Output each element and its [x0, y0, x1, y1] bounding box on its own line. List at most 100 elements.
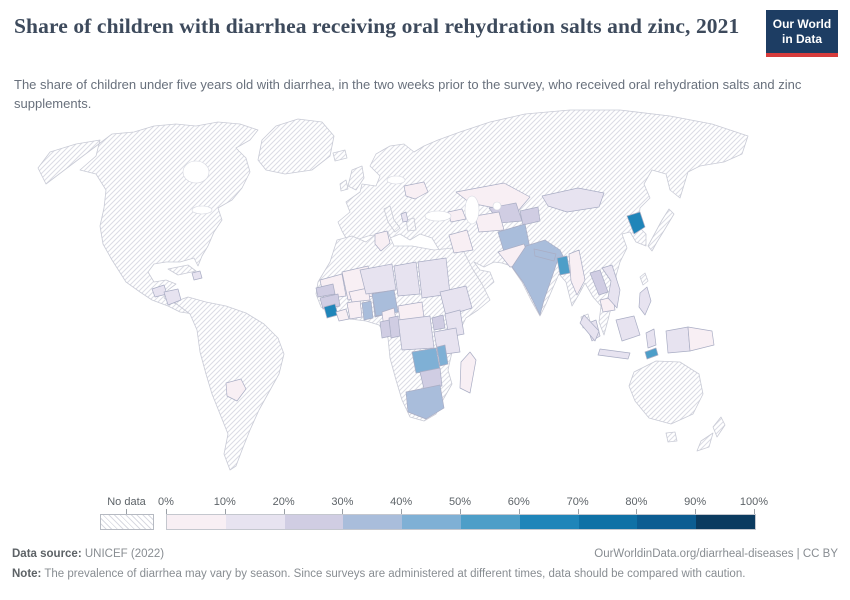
landmass-tasmania[interactable]: [665, 431, 678, 443]
country-tunisia[interactable]: [374, 230, 391, 252]
country-mongolia[interactable]: [541, 187, 605, 213]
landmass-iceland[interactable]: [332, 149, 348, 162]
country-malawi[interactable]: [436, 344, 449, 367]
legend-bucket-70-80[interactable]: [578, 515, 638, 529]
country-honduras[interactable]: [163, 288, 182, 306]
legend-bucket-90-100[interactable]: [696, 515, 755, 529]
legend-bucket-30-40[interactable]: [343, 515, 403, 529]
note-label: Note:: [12, 568, 42, 580]
landmass-ireland[interactable]: [339, 179, 349, 192]
landmass-taiwan[interactable]: [639, 272, 649, 286]
hudson-bay: [182, 160, 210, 184]
country-paraguay[interactable]: [225, 378, 247, 402]
country-niger[interactable]: [359, 263, 397, 295]
country-timor-leste[interactable]: [644, 347, 659, 360]
country-tajikistan[interactable]: [519, 206, 541, 226]
legend-tick-mark: [636, 509, 638, 514]
country-senegal[interactable]: [315, 283, 336, 298]
legend-bucket-60-70[interactable]: [519, 515, 579, 529]
legend-tick-label: 40%: [390, 496, 413, 508]
country-north-korea[interactable]: [626, 211, 646, 235]
data-source-line: Data source: UNICEF (2022): [12, 548, 164, 560]
country-nepal[interactable]: [533, 248, 557, 262]
legend-bucket-40-50[interactable]: [402, 515, 461, 529]
owid-url-link[interactable]: OurWorldinData.org/diarrheal-diseases | …: [594, 548, 838, 560]
country-uganda[interactable]: [431, 314, 446, 331]
country-myanmar[interactable]: [568, 249, 586, 296]
owid-logo-line1: Our World: [772, 17, 832, 31]
legend-tick-mark: [401, 509, 403, 514]
owid-logo-line2: in Data: [781, 32, 822, 46]
landmass-japan[interactable]: [647, 208, 675, 252]
country-liberia[interactable]: [335, 308, 350, 322]
country-belarus[interactable]: [403, 181, 429, 200]
legend-tick-mark: [518, 509, 520, 514]
legend-tick-label: 10%: [213, 496, 236, 508]
landmass-greece[interactable]: [405, 217, 417, 232]
country-iraq[interactable]: [448, 229, 474, 254]
legend-tick-mark: [754, 509, 755, 514]
caspian-sea: [464, 195, 480, 225]
landmass-cuba[interactable]: [167, 264, 197, 276]
country-indonesia-borneo[interactable]: [615, 315, 641, 342]
landmass-italy[interactable]: [383, 205, 401, 233]
legend-tick-mark: [695, 509, 697, 514]
legend-tick-label: 100%: [739, 496, 769, 508]
country-sierra-leone[interactable]: [323, 303, 339, 319]
legend-no-data-label: No data: [107, 496, 146, 508]
country-dr-congo[interactable]: [397, 315, 435, 351]
country-south-africa[interactable]: [405, 384, 445, 420]
country-philippines[interactable]: [638, 286, 652, 316]
page-subtitle: The share of children under five years o…: [14, 77, 802, 111]
legend-bucket-50-60[interactable]: [460, 515, 520, 529]
legend-tick-mark: [577, 509, 579, 514]
country-gabon[interactable]: [379, 319, 392, 339]
landmass-greenland[interactable]: [257, 118, 335, 175]
country-indonesia-java[interactable]: [597, 348, 631, 360]
country-madagascar[interactable]: [459, 351, 477, 394]
country-cote-divoire[interactable]: [346, 299, 363, 320]
country-haiti[interactable]: [191, 270, 203, 281]
country-ghana[interactable]: [361, 300, 374, 321]
country-bangladesh[interactable]: [556, 255, 571, 276]
legend-tick-label: 0%: [158, 496, 174, 508]
owid-logo[interactable]: Our World in Data: [766, 10, 838, 57]
country-turkmenistan[interactable]: [474, 211, 505, 233]
country-chad[interactable]: [393, 261, 421, 297]
legend-bucket-80-90[interactable]: [637, 515, 697, 529]
legend-bucket-20-30[interactable]: [284, 515, 344, 529]
great-lakes: [191, 205, 213, 215]
country-zimbabwe[interactable]: [419, 367, 443, 390]
landmass-australia[interactable]: [628, 360, 704, 425]
legend-bucket-0-10[interactable]: [167, 515, 226, 529]
legend-tick-mark: [283, 509, 285, 514]
country-georgia[interactable]: [447, 208, 467, 223]
country-burkina-faso[interactable]: [348, 287, 371, 303]
country-albania[interactable]: [400, 211, 409, 223]
landmass-new-zealand-south[interactable]: [696, 432, 714, 452]
country-laos[interactable]: [589, 269, 609, 296]
country-indonesia-papua[interactable]: [665, 326, 691, 354]
landmass-new-zealand-north[interactable]: [712, 416, 726, 438]
legend-tick-label: 30%: [331, 496, 354, 508]
map-legend: No data 0% 10% 20% 30% 40% 50% 60% 70% 80% 90% 100…: [0, 492, 850, 534]
legend-no-data-swatch[interactable]: [100, 514, 154, 530]
country-indonesia-sumatra[interactable]: [579, 314, 600, 342]
country-papua-new-guinea[interactable]: [687, 326, 715, 352]
legend-bucket-10-20[interactable]: [225, 515, 285, 529]
legend-tick-mark: [342, 509, 344, 514]
legend-tick-label: 80%: [625, 496, 648, 508]
landmass-north-america[interactable]: [37, 121, 259, 315]
legend-tick-label: 70%: [566, 496, 589, 508]
page-title: Share of children with diarrhea receivin…: [14, 14, 740, 38]
note-line: Note: The prevalence of diarrhea may var…: [12, 568, 745, 580]
country-indonesia-sulawesi[interactable]: [645, 328, 657, 349]
legend-tick-label: 90%: [684, 496, 707, 508]
legend-tick-label: 50%: [448, 496, 472, 508]
legend-color-bar: [166, 514, 756, 530]
country-vietnam[interactable]: [601, 264, 621, 309]
landmass-uk[interactable]: [347, 165, 365, 191]
country-ethiopia[interactable]: [439, 285, 473, 317]
